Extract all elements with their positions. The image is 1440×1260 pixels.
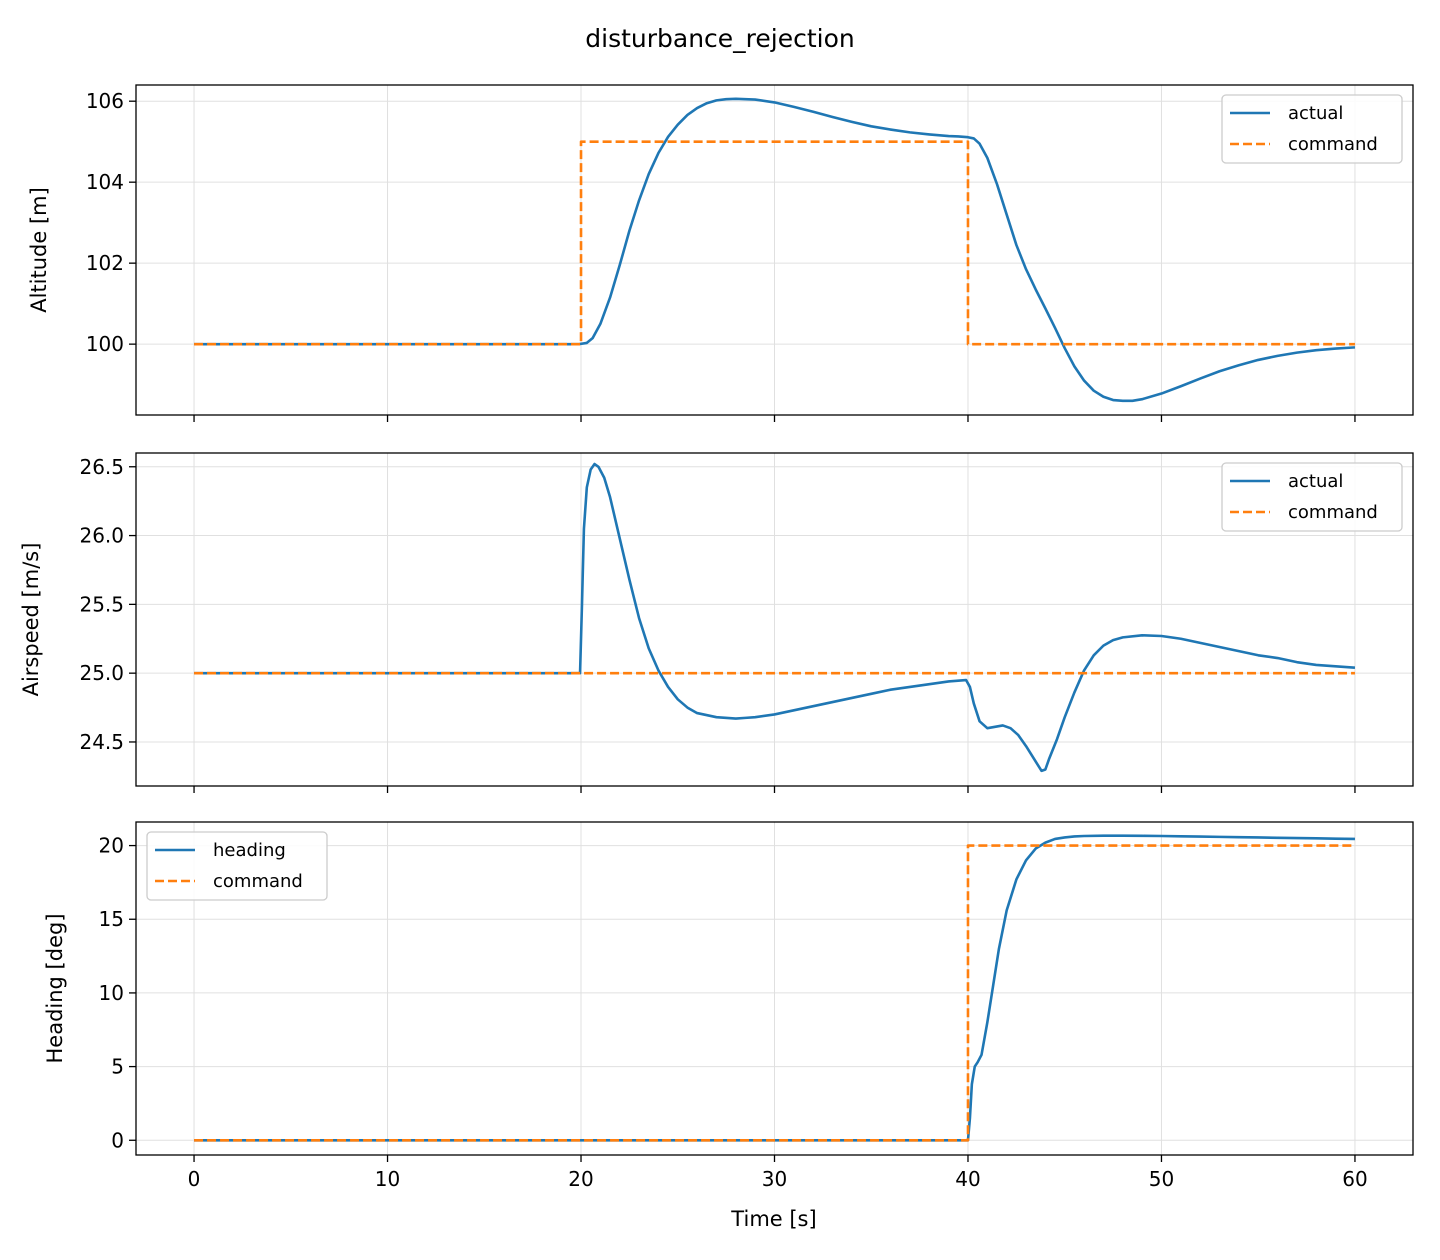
series-line-actual (194, 97, 1356, 403)
y-tick-label: 102 (86, 251, 124, 275)
x-axis-label: Time [s] (730, 1207, 816, 1231)
y-tick-label: 26.5 (79, 455, 124, 479)
legend: actual command (1221, 94, 1403, 164)
y-tick-label: 25.0 (79, 661, 124, 685)
x-tick-label: 30 (762, 1167, 787, 1191)
legend-label-heading: heading (213, 840, 286, 861)
legend: actual command (1221, 462, 1403, 532)
legend: heading command (146, 831, 328, 901)
y-tick-label: 10 (99, 981, 124, 1005)
x-tick-label: 0 (188, 1167, 201, 1191)
series-line-heading (194, 834, 1355, 1142)
x-tick-label: 20 (568, 1167, 593, 1191)
y-tick-label: 106 (86, 89, 124, 113)
x-tick-label: 40 (955, 1167, 980, 1191)
y-tick-label: 104 (86, 170, 124, 194)
series-line-command (194, 844, 1355, 1142)
legend-label-command: command (213, 871, 303, 892)
y-tick-label: 15 (99, 907, 124, 931)
legend-label-command: command (1288, 502, 1378, 523)
legend-label-command: command (1288, 134, 1378, 155)
y-tick-label: 100 (86, 332, 124, 356)
y-tick-label: 26.0 (79, 524, 124, 548)
y-tick-label: 24.5 (79, 730, 124, 754)
y-tick-label: 0 (111, 1128, 124, 1152)
x-tick-label: 10 (375, 1167, 400, 1191)
legend-label-actual: actual (1288, 471, 1343, 492)
y-tick-label: 20 (99, 834, 124, 858)
series-line-command (194, 140, 1355, 346)
subplot-3: 0 10 20 30 40 50 60 0 5 10 15 20 Heading [deg] headin… (43, 821, 1414, 1191)
y-axis-label: Altitude [m] (27, 187, 51, 313)
x-tick-label: 60 (1342, 1167, 1367, 1191)
y-tick-label: 5 (111, 1055, 124, 1079)
series-line-actual (194, 462, 1356, 773)
y-axis-label: Airspeed [m/s] (19, 543, 43, 697)
legend-label-actual: actual (1288, 103, 1343, 124)
y-axis-label: Heading [deg] (43, 913, 67, 1063)
figure-title: disturbance_rejection (585, 24, 855, 53)
y-tick-label: 25.5 (79, 592, 124, 616)
subplot-2: 24.5 25.0 25.5 26.0 26.5 Airspeed [m/s] actual… (19, 452, 1414, 793)
x-tick-label: 50 (1149, 1167, 1174, 1191)
subplot-1: 100 102 104 106 Altitude [m] actual command (27, 84, 1414, 422)
